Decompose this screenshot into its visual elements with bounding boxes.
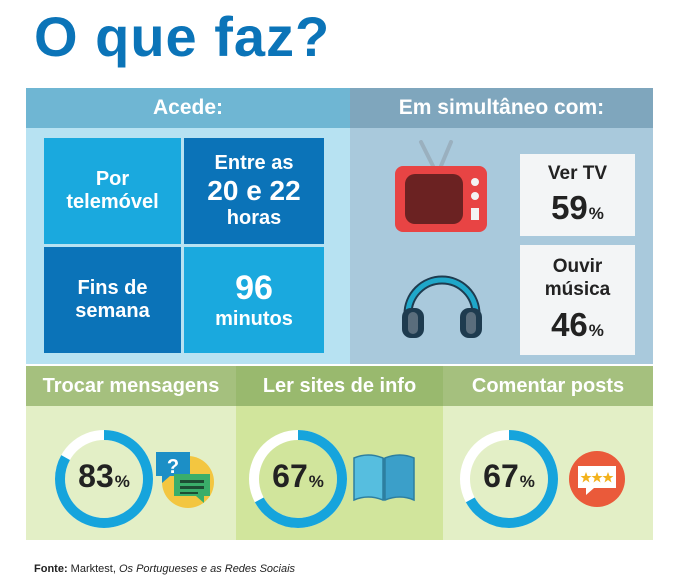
stat-label: música xyxy=(544,279,611,300)
activity-header-mensagens: Trocar mensagens xyxy=(26,366,236,406)
tile-line: Por xyxy=(95,168,130,190)
source-publication: Os Portugueses e as Redes Sociais xyxy=(118,563,296,575)
tile-line: Entre as xyxy=(214,151,294,174)
progress-ring-comentar xyxy=(460,430,558,528)
tile-duracao: 96 minutos xyxy=(184,247,324,353)
tile-line: Fins de xyxy=(77,277,148,299)
activity-header-sites: Ler sites de info xyxy=(236,366,443,406)
headphones-icon xyxy=(402,275,482,338)
stat-value: 46 % xyxy=(551,305,604,343)
simultaneo-header: Em simultâneo com: xyxy=(350,88,653,128)
tile-por-telemovel: Por telemóvel xyxy=(44,138,181,244)
stat-label: Ouvir xyxy=(552,256,603,278)
page-title: O que faz? xyxy=(34,5,331,68)
chat-bubbles-icon: ? xyxy=(156,452,214,508)
rating-comment-icon xyxy=(569,451,625,507)
stat-ouvir-musica: Ouvir música 46 % xyxy=(520,245,635,355)
progress-ring-sites xyxy=(249,430,347,528)
source-label: Fonte: xyxy=(34,563,68,575)
source-note: Fonte: Marktest, Os Portugueses e as Red… xyxy=(34,563,295,575)
ring-fill xyxy=(460,430,558,528)
tile-line: 96 xyxy=(235,268,273,307)
tile-line: minutos xyxy=(215,308,293,331)
source-name: Marktest, xyxy=(70,563,116,575)
stat-label: Ver TV xyxy=(547,163,608,184)
tile-line: horas xyxy=(226,207,282,230)
open-book-icon xyxy=(353,454,415,502)
ring-fill xyxy=(249,430,347,528)
tile-line: 20 e 22 xyxy=(207,174,301,206)
activity-value-sites: 67 % xyxy=(272,458,324,494)
tile-fins-de-semana: Fins de semana xyxy=(44,247,181,353)
stat-ver-tv: Ver TV 59 % xyxy=(520,154,635,236)
progress-ring-mensagens xyxy=(55,430,153,528)
ring-fill xyxy=(55,430,153,528)
tv-icon xyxy=(395,140,487,232)
stat-value: 59 % xyxy=(551,189,604,226)
tile-line: telemóvel xyxy=(66,191,159,213)
activity-header-comentar: Comentar posts xyxy=(443,366,653,406)
tile-horario: Entre as 20 e 22 horas xyxy=(184,138,324,244)
activity-value-comentar: 67 % xyxy=(483,458,535,494)
svg-text:?: ? xyxy=(167,456,179,478)
acede-header: Acede: xyxy=(26,88,350,128)
tile-line: semana xyxy=(75,300,150,322)
activity-value-mensagens: 83 % xyxy=(78,458,130,494)
